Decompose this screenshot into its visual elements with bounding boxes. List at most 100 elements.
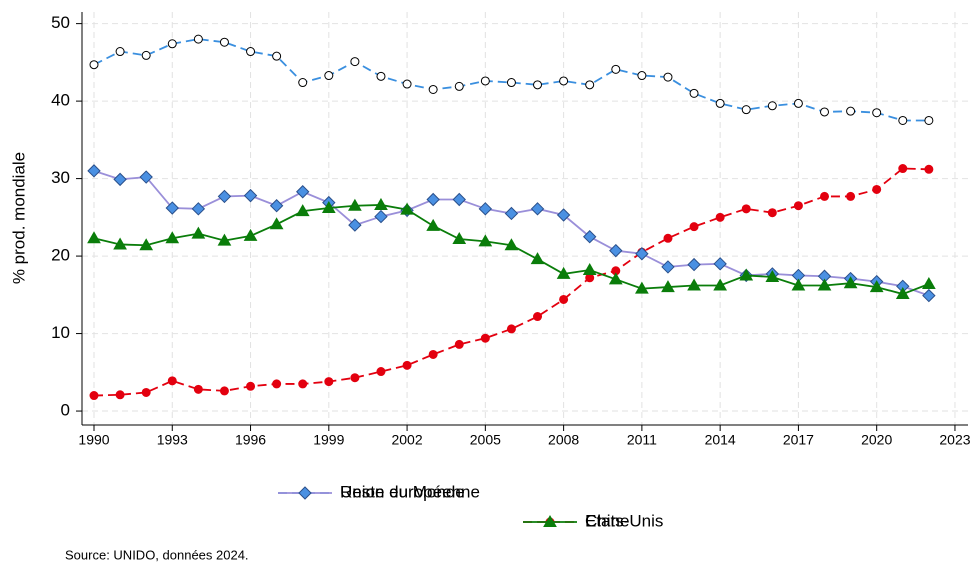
- data-point: [533, 312, 543, 322]
- data-point: [350, 373, 360, 383]
- data-point: [246, 47, 256, 57]
- data-point: [272, 51, 282, 61]
- x-tick-label: 2005: [470, 432, 501, 448]
- data-point: [115, 47, 125, 57]
- data-point: [924, 164, 934, 174]
- data-point: [402, 360, 412, 370]
- x-tick-label: 2011: [627, 432, 657, 448]
- data-point: [611, 64, 621, 74]
- data-point: [820, 191, 830, 201]
- data-point: [480, 76, 490, 86]
- data-point: [219, 386, 229, 396]
- data-point: [191, 202, 206, 216]
- data-point: [582, 230, 597, 244]
- data-point: [478, 202, 493, 216]
- y-tick-label: 30: [51, 168, 70, 187]
- data-point: [139, 238, 154, 251]
- data-point: [193, 384, 203, 394]
- data-point: [898, 115, 908, 125]
- data-point: [298, 379, 308, 389]
- data-point: [843, 276, 858, 289]
- data-point: [687, 278, 701, 291]
- data-point: [559, 76, 569, 86]
- data-point: [167, 39, 177, 49]
- data-point: [350, 57, 360, 67]
- x-tick-label: 2014: [705, 432, 736, 448]
- legend-label: Reste du Monde: [340, 482, 465, 501]
- data-point: [715, 212, 725, 222]
- data-point: [167, 376, 177, 386]
- data-point: [348, 218, 362, 232]
- x-tick-label: 2023: [939, 432, 970, 448]
- data-point: [217, 189, 232, 204]
- data-point: [715, 98, 725, 108]
- data-point: [556, 208, 571, 222]
- data-point: [793, 201, 803, 211]
- data-point: [243, 228, 258, 241]
- data-point: [246, 381, 256, 391]
- data-point: [191, 226, 206, 239]
- data-point: [402, 79, 412, 89]
- data-point: [504, 238, 519, 251]
- data-point: [480, 333, 490, 343]
- y-tick-label: 50: [51, 13, 70, 32]
- y-tick-label: 40: [51, 91, 70, 110]
- data-point: [530, 202, 545, 216]
- data-point: [428, 84, 438, 94]
- data-point: [376, 367, 386, 377]
- data-point: [426, 192, 440, 207]
- legend-label: Etats-Unis: [585, 511, 663, 530]
- data-point: [608, 272, 623, 285]
- legend-marker: [298, 486, 312, 500]
- data-point: [687, 257, 701, 272]
- data-point: [219, 37, 229, 47]
- data-point: [765, 269, 780, 283]
- data-point: [141, 387, 151, 397]
- data-point: [454, 339, 464, 349]
- y-tick-label: 10: [51, 323, 70, 342]
- data-point: [89, 60, 99, 70]
- data-point: [872, 184, 882, 194]
- data-point: [426, 218, 441, 231]
- data-point: [846, 191, 856, 201]
- data-point: [165, 231, 180, 244]
- y-axis-label: % prod. mondiale: [9, 152, 28, 284]
- data-point: [663, 233, 673, 243]
- x-tick-label: 2008: [548, 432, 579, 448]
- data-point: [324, 71, 334, 81]
- data-point: [609, 243, 623, 258]
- y-tick-label: 0: [61, 401, 70, 420]
- data-point: [556, 266, 571, 279]
- data-point: [269, 199, 284, 213]
- series-line: [93, 38, 929, 122]
- data-point: [793, 98, 803, 108]
- data-point: [661, 260, 675, 274]
- data-point: [635, 281, 649, 294]
- data-point: [741, 105, 751, 115]
- data-point: [922, 276, 936, 289]
- data-point: [452, 232, 467, 245]
- data-point: [113, 237, 127, 250]
- data-point: [87, 164, 101, 178]
- data-point: [689, 222, 699, 232]
- data-point: [454, 81, 464, 91]
- data-point: [898, 164, 908, 174]
- data-point: [533, 80, 543, 90]
- data-point: [400, 202, 414, 215]
- data-point: [739, 268, 754, 281]
- data-point: [924, 115, 934, 125]
- data-point: [324, 377, 334, 387]
- legend-label: Union européenne: [340, 482, 480, 501]
- data-point: [348, 198, 362, 211]
- source-note: Source: UNIDO, données 2024.: [65, 547, 249, 562]
- x-tick-label: 1996: [235, 432, 266, 448]
- data-point: [243, 188, 258, 203]
- data-point: [115, 390, 125, 400]
- legend-marker: [543, 514, 557, 527]
- data-point: [506, 324, 516, 334]
- data-point: [452, 192, 466, 207]
- data-point: [872, 108, 882, 118]
- data-point: [817, 278, 832, 291]
- data-point: [869, 280, 884, 293]
